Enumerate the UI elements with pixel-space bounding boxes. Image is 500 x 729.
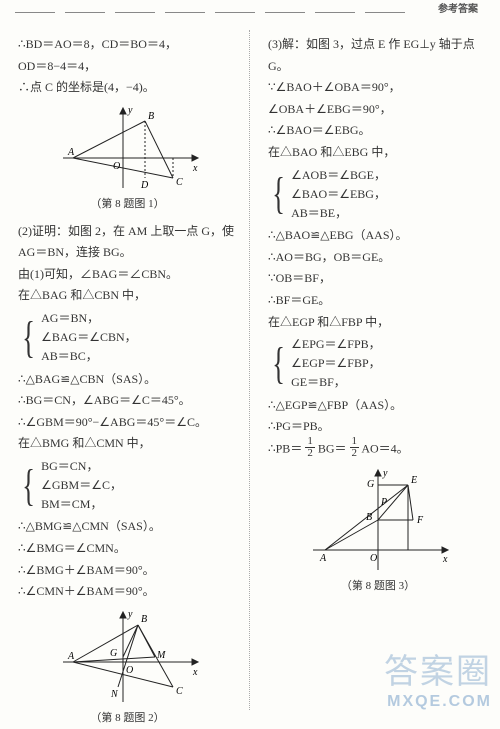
fraction: 12 — [305, 436, 315, 459]
text-line: AG＝BN， — [41, 309, 137, 328]
svg-text:x: x — [442, 554, 448, 565]
column-right: (3)解：如图 3，过点 E 作 EG⊥y 轴于点 G。 ∵∠BAO＋∠OBA＝… — [250, 30, 500, 710]
text-line: ∠GBM＝∠C， — [41, 476, 122, 495]
svg-text:B: B — [148, 111, 154, 122]
text-line: ∠OBA＋∠EBG＝90°， — [268, 99, 488, 121]
svg-text:B: B — [141, 614, 147, 625]
figure-2-caption: （第 8 题图 2） — [18, 709, 237, 729]
svg-text:A: A — [319, 553, 327, 564]
brace-icon: { — [272, 342, 285, 386]
text-line: ∴PG＝PB。 — [268, 416, 488, 438]
figure-1: A B C D O x y — [53, 103, 203, 193]
fraction: 12 — [350, 436, 360, 459]
text-line: ∴∠BMG＋∠BAM＝90°。 — [18, 560, 237, 582]
svg-text:M: M — [156, 650, 166, 661]
text-line: ∴BF＝GE。 — [268, 290, 488, 312]
svg-text:y: y — [127, 609, 133, 620]
text-line: ∴△BAO≌△EBG（AAS）。 — [268, 225, 488, 247]
text-span: AO＝4。 — [361, 441, 408, 455]
text-line: ∠AOB＝∠BGE， — [291, 166, 386, 185]
text-line: AG＝BN，连接 BG。 — [18, 242, 237, 264]
text-line: ∴△EGP≌△FBP（AAS）。 — [268, 395, 488, 417]
svg-text:x: x — [192, 667, 198, 678]
svg-text:O: O — [126, 665, 133, 676]
figure-3-caption: （第 8 题图 3） — [268, 577, 488, 597]
brace-icon: { — [22, 464, 35, 508]
text-line: AB＝BE， — [291, 204, 386, 223]
top-rule — [0, 12, 500, 14]
content: ∴BD＝AO＝8，CD＝BO＝4， OD＝8−4＝4， ∴点 C 的坐标是(4，… — [0, 30, 500, 710]
text-line: 在△BAO 和△EBG 中， — [268, 142, 488, 164]
svg-text:F: F — [416, 515, 424, 526]
svg-text:G: G — [367, 479, 374, 490]
svg-text:P: P — [380, 497, 387, 508]
brace-icon: { — [22, 316, 35, 360]
text-line: 在△BMG 和△CMN 中， — [18, 433, 237, 455]
text-line: ∴点 C 的坐标是(4，−4)。 — [18, 77, 237, 99]
text-line: GE＝BF， — [291, 373, 381, 392]
brace-group: { BG＝CN， ∠GBM＝∠C， BM＝CM， — [18, 457, 237, 515]
svg-text:A: A — [67, 651, 75, 662]
svg-text:x: x — [192, 163, 198, 174]
header-label: 参考答案 — [438, 0, 478, 15]
text-line: (3)解：如图 3，过点 E 作 EG⊥y 轴于点 G。 — [268, 34, 488, 77]
brace-icon: { — [272, 172, 285, 216]
text-line: ∴∠BAO＝∠EBG。 — [268, 120, 488, 142]
text-line: 在△BAG 和△CBN 中， — [18, 285, 237, 307]
text-line: 由(1)可知，∠BAG＝∠CBN。 — [18, 264, 237, 286]
text-line: ∠BAG＝∠CBN， — [41, 328, 137, 347]
text-span: BG＝ — [318, 441, 347, 455]
text-line: ∴PB＝ 12 BG＝ 12 AO＝4。 — [268, 438, 488, 461]
svg-text:A: A — [67, 147, 75, 158]
text-line: ∴BD＝AO＝8，CD＝BO＝4， — [18, 34, 237, 56]
text-span: ∴PB＝ — [268, 441, 302, 455]
svg-text:B: B — [366, 512, 372, 523]
figure-1-caption: （第 8 题图 1） — [18, 195, 237, 215]
figure-2: A B C G M N O x y — [53, 607, 203, 707]
figure-3: A B E F G O P x y — [303, 465, 453, 575]
brace-group: { AG＝BN， ∠BAG＝∠CBN， AB＝BC， — [18, 309, 237, 367]
svg-text:C: C — [176, 686, 183, 697]
text-line: BG＝CN， — [41, 457, 122, 476]
text-line: ∵OB＝BF， — [268, 268, 488, 290]
svg-text:G: G — [110, 648, 117, 659]
text-line: ∴∠BMG＝∠CMN。 — [18, 538, 237, 560]
text-line: AB＝BC， — [41, 347, 137, 366]
brace-group: { ∠AOB＝∠BGE， ∠BAO＝∠EBG， AB＝BE， — [268, 166, 488, 224]
svg-text:N: N — [110, 689, 119, 700]
text-line: ∴AO＝BG，OB＝GE。 — [268, 247, 488, 269]
svg-text:D: D — [140, 180, 149, 191]
text-line: ∴△BMG≌△CMN（SAS）。 — [18, 516, 237, 538]
text-line: OD＝8−4＝4， — [18, 56, 237, 78]
brace-group: { ∠EPG＝∠FPB， ∠EGP＝∠FBP， GE＝BF， — [268, 335, 488, 393]
text-line: ∴∠CMN＋∠BAM＝90°。 — [18, 581, 237, 603]
text-line: ∴∠GBM＝90°−∠ABG＝45°＝∠C。 — [18, 412, 237, 434]
text-line: ∴BG＝CN，∠ABG＝∠C＝45°。 — [18, 390, 237, 412]
text-line: (2)证明：如图 2，在 AM 上取一点 G，使 — [18, 221, 237, 243]
text-line: BM＝CM， — [41, 495, 122, 514]
svg-text:y: y — [382, 468, 388, 479]
text-line: ∠EPG＝∠FPB， — [291, 335, 381, 354]
text-line: 在△EGP 和△FBP 中， — [268, 312, 488, 334]
text-line: ∴△BAG≌△CBN（SAS）。 — [18, 369, 237, 391]
svg-text:E: E — [410, 475, 417, 486]
text-line: ∠BAO＝∠EBG， — [291, 185, 386, 204]
svg-text:O: O — [370, 553, 377, 564]
text-line: ∵∠BAO＋∠OBA＝90°， — [268, 77, 488, 99]
svg-text:O: O — [113, 161, 120, 172]
text-line: ∠EGP＝∠FBP， — [291, 354, 381, 373]
column-left: ∴BD＝AO＝8，CD＝BO＝4， OD＝8−4＝4， ∴点 C 的坐标是(4，… — [0, 30, 250, 710]
svg-text:C: C — [176, 177, 183, 188]
svg-text:y: y — [127, 105, 133, 116]
